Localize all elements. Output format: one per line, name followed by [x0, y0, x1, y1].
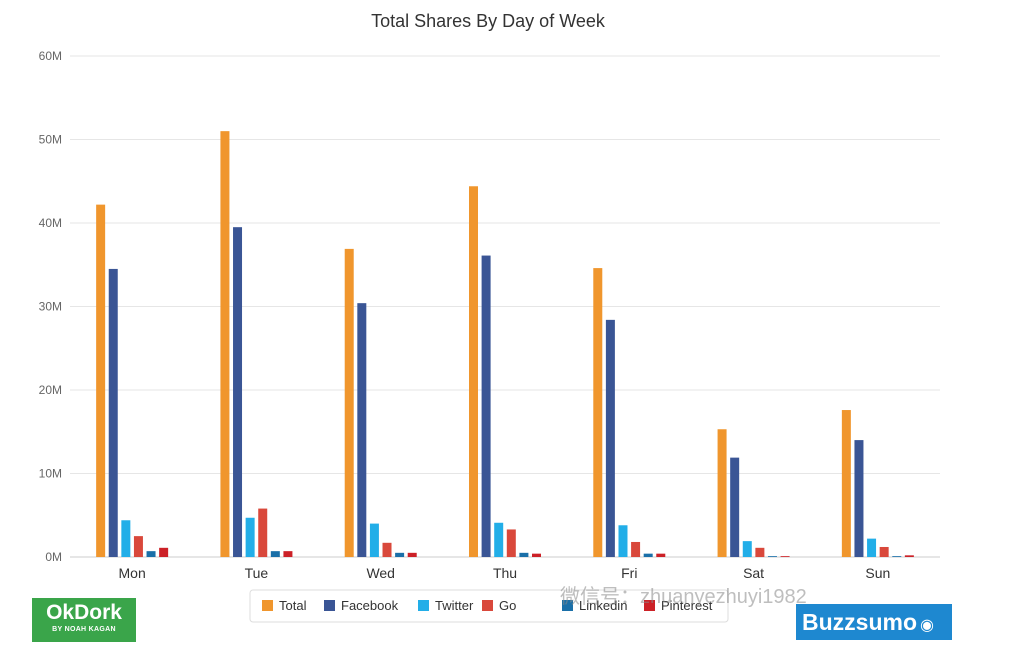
bar-pinterest-sun: [904, 555, 914, 557]
y-tick-label: 30M: [39, 300, 62, 314]
bar-go-mon: [133, 536, 143, 557]
bar-twitter-fri: [618, 525, 628, 557]
bar-pinterest-thu: [532, 553, 541, 557]
x-category-label: Thu: [493, 565, 517, 581]
legend-label: Facebook: [341, 598, 399, 613]
legend-swatch: [482, 600, 493, 611]
x-category-label: Sat: [743, 565, 764, 581]
bar-twitter-sat: [742, 541, 752, 557]
buzzsumo-logo-text: Buzzsumo: [802, 609, 917, 635]
x-category-label: Sun: [865, 565, 890, 581]
x-category-label: Mon: [119, 565, 146, 581]
y-tick-label: 50M: [39, 133, 62, 147]
bar-total-mon: [96, 204, 106, 557]
legend[interactable]: Total Facebook Twitter Go Linkedin Pinterest: [249, 589, 729, 623]
bar-pinterest-mon: [159, 547, 169, 557]
x-category-label: Fri: [621, 565, 637, 581]
bar-facebook-thu: [481, 255, 491, 557]
bar-linkedin-thu: [519, 552, 529, 557]
bar-total-sat: [717, 429, 727, 557]
okdork-logo: OkDork BY NOAH KAGAN: [32, 598, 136, 642]
bar-twitter-thu: [494, 522, 504, 557]
bar-pinterest-tue: [283, 551, 293, 557]
gridlines: [70, 55, 940, 558]
legend-label: Twitter: [435, 598, 474, 613]
bar-facebook-wed: [357, 303, 367, 557]
legend-label: Pinterest: [661, 598, 713, 613]
legend-swatch: [418, 600, 429, 611]
x-category-label: Wed: [366, 565, 395, 581]
x-axis-categories: Mon Tue Wed Thu Fri Sat Sun: [119, 565, 891, 581]
legend-item-total[interactable]: Total: [262, 598, 307, 613]
bars: [96, 131, 914, 558]
chart-title: Total Shares By Day of Week: [371, 11, 606, 31]
x-category-label: Tue: [245, 565, 269, 581]
bar-twitter-tue: [245, 517, 255, 557]
bar-total-thu: [469, 186, 478, 557]
legend-item-go[interactable]: Go: [482, 598, 516, 613]
y-tick-label: 60M: [39, 49, 62, 63]
signal-icon: ◉: [920, 617, 934, 634]
bar-linkedin-wed: [395, 552, 405, 557]
buzzsumo-logo: Buzzsumo ◉: [796, 604, 952, 640]
bar-pinterest-fri: [656, 553, 666, 557]
bar-twitter-sun: [867, 538, 877, 557]
bar-pinterest-sat: [780, 556, 790, 557]
legend-item-pinterest[interactable]: Pinterest: [644, 598, 713, 613]
legend-label: Linkedin: [579, 598, 627, 613]
y-tick-label: 20M: [39, 383, 62, 397]
bar-pinterest-wed: [407, 552, 417, 557]
bar-go-tue: [258, 508, 268, 557]
bar-go-sat: [755, 547, 765, 557]
bar-facebook-fri: [605, 319, 615, 557]
legend-swatch: [262, 600, 273, 611]
bar-linkedin-tue: [270, 551, 280, 557]
bar-total-wed: [344, 248, 354, 557]
legend-item-twitter[interactable]: Twitter: [418, 598, 474, 613]
legend-swatch: [562, 600, 573, 611]
legend-item-linkedin[interactable]: Linkedin: [562, 598, 627, 613]
okdork-logo-subtext: BY NOAH KAGAN: [52, 626, 116, 633]
bar-go-fri: [631, 541, 641, 557]
bar-total-fri: [593, 268, 603, 557]
y-tick-label: 40M: [39, 216, 62, 230]
bar-linkedin-sun: [892, 556, 902, 557]
legend-swatch: [324, 600, 335, 611]
bar-facebook-mon: [108, 268, 118, 557]
bar-facebook-tue: [233, 227, 243, 558]
bar-linkedin-fri: [643, 553, 653, 557]
bar-facebook-sat: [730, 457, 740, 557]
y-tick-label: 0M: [45, 550, 62, 564]
bar-go-thu: [506, 529, 516, 557]
okdork-logo-text: OkDork: [46, 601, 122, 624]
legend-label: Go: [499, 598, 516, 613]
watermark-text: 微信号：zhuanyezhuyi1982: [560, 585, 807, 608]
bar-total-tue: [220, 131, 230, 557]
bar-go-sun: [879, 546, 889, 557]
legend-label: Total: [279, 598, 307, 613]
bar-linkedin-sat: [767, 556, 777, 557]
y-axis-ticks: 0M 10M 20M 30M 40M 50M 60M: [39, 49, 62, 564]
bar-twitter-wed: [369, 523, 379, 557]
bar-twitter-mon: [121, 520, 131, 557]
y-tick-label: 10M: [39, 467, 62, 481]
bar-go-wed: [382, 542, 392, 557]
legend-swatch: [644, 600, 655, 611]
bar-linkedin-mon: [146, 551, 156, 557]
legend-item-facebook[interactable]: Facebook: [324, 598, 399, 613]
bar-total-sun: [841, 410, 851, 557]
bar-facebook-sun: [854, 440, 864, 557]
